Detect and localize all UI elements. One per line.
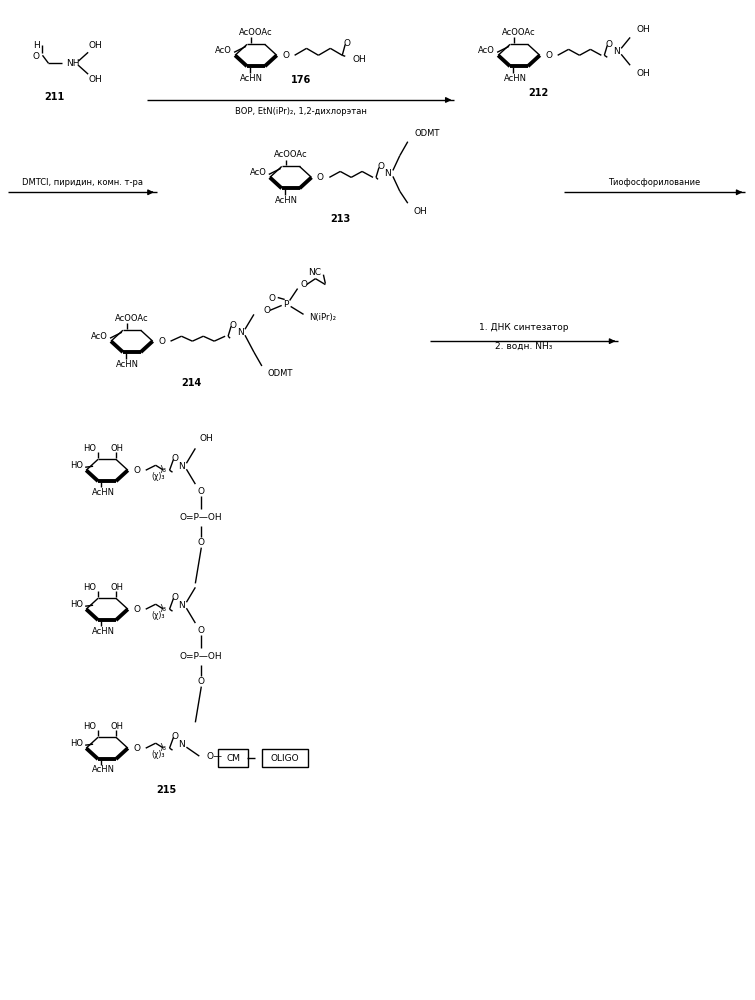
Text: O: O bbox=[171, 732, 178, 741]
Text: AcHN: AcHN bbox=[275, 196, 298, 205]
Text: AcOOAc: AcOOAc bbox=[274, 150, 307, 159]
Text: HO: HO bbox=[70, 739, 83, 748]
Text: AcHN: AcHN bbox=[240, 74, 263, 83]
Text: O: O bbox=[171, 454, 178, 463]
Text: ODMT: ODMT bbox=[414, 129, 440, 138]
Text: N: N bbox=[613, 47, 620, 56]
Text: )₃: )₃ bbox=[159, 604, 167, 613]
Text: HO: HO bbox=[83, 722, 96, 731]
Text: (χ)₃: (χ)₃ bbox=[152, 611, 165, 620]
Text: OH: OH bbox=[110, 722, 123, 731]
Text: N: N bbox=[236, 328, 243, 337]
Text: O: O bbox=[198, 626, 205, 635]
Text: N: N bbox=[178, 601, 185, 610]
Text: O: O bbox=[134, 605, 140, 614]
Text: AcOOAc: AcOOAc bbox=[239, 28, 273, 37]
Text: O: O bbox=[171, 593, 178, 602]
Text: AcO: AcO bbox=[250, 168, 267, 177]
Text: HO: HO bbox=[70, 600, 83, 609]
Text: 176: 176 bbox=[291, 75, 311, 85]
Text: O: O bbox=[317, 173, 324, 182]
Text: OH: OH bbox=[352, 55, 366, 64]
Text: O: O bbox=[545, 51, 552, 60]
Text: 2. водн. NH₃: 2. водн. NH₃ bbox=[495, 342, 553, 351]
Text: OH: OH bbox=[199, 434, 213, 443]
Text: CM: CM bbox=[226, 754, 240, 763]
Text: 215: 215 bbox=[156, 785, 177, 795]
FancyBboxPatch shape bbox=[262, 749, 307, 767]
Text: AcO: AcO bbox=[478, 46, 495, 55]
Text: 212: 212 bbox=[528, 88, 549, 98]
Text: P: P bbox=[283, 300, 288, 309]
Text: O: O bbox=[269, 294, 276, 303]
Text: AcHN: AcHN bbox=[91, 488, 115, 497]
Text: O: O bbox=[134, 466, 140, 475]
Text: HO: HO bbox=[83, 444, 96, 453]
Text: O: O bbox=[230, 321, 236, 330]
Text: BOP, EtN(іPr)₂, 1,2-дихлорэтан: BOP, EtN(іPr)₂, 1,2-дихлорэтан bbox=[235, 107, 366, 116]
Text: AcHN: AcHN bbox=[91, 627, 115, 636]
Text: O: O bbox=[158, 337, 165, 346]
Text: 1. ДНК синтезатор: 1. ДНК синтезатор bbox=[479, 323, 569, 332]
Text: 211: 211 bbox=[45, 92, 64, 102]
Text: AcHN: AcHN bbox=[504, 74, 526, 83]
Text: N: N bbox=[384, 169, 391, 178]
Text: )₃: )₃ bbox=[159, 465, 167, 474]
Text: OH: OH bbox=[88, 75, 102, 84]
Text: Тиофосфорилование: Тиофосфорилование bbox=[609, 178, 701, 187]
Text: HO: HO bbox=[70, 461, 83, 470]
Text: O=P—OH: O=P—OH bbox=[180, 652, 223, 661]
FancyBboxPatch shape bbox=[218, 749, 248, 767]
Text: NC: NC bbox=[308, 268, 322, 277]
Text: DMTCl, пиридин, комн. т-ра: DMTCl, пиридин, комн. т-ра bbox=[22, 178, 143, 187]
Text: )₃: )₃ bbox=[159, 743, 167, 752]
Text: O: O bbox=[198, 487, 205, 496]
Text: AcO: AcO bbox=[215, 46, 232, 55]
Text: O: O bbox=[300, 280, 307, 289]
Text: ODMT: ODMT bbox=[268, 369, 293, 378]
Text: O: O bbox=[344, 39, 351, 48]
Text: OH: OH bbox=[414, 207, 427, 216]
Text: (χ)₃: (χ)₃ bbox=[152, 750, 165, 759]
Text: O=P—OH: O=P—OH bbox=[180, 513, 223, 522]
Text: OH: OH bbox=[110, 444, 123, 453]
Text: (χ)₃: (χ)₃ bbox=[152, 472, 165, 481]
Text: O: O bbox=[134, 744, 140, 753]
Text: AcOOAc: AcOOAc bbox=[115, 314, 149, 323]
Text: N(іPr)₂: N(іPr)₂ bbox=[310, 313, 337, 322]
Text: N: N bbox=[178, 462, 185, 471]
Text: HO: HO bbox=[83, 583, 96, 592]
Text: AcO: AcO bbox=[91, 332, 108, 341]
Text: 214: 214 bbox=[181, 378, 202, 388]
Text: H: H bbox=[32, 41, 39, 50]
Text: O: O bbox=[32, 52, 39, 61]
Text: N: N bbox=[178, 740, 185, 749]
Text: AcOOAc: AcOOAc bbox=[502, 28, 536, 37]
Text: OH: OH bbox=[88, 41, 102, 50]
Text: O: O bbox=[198, 538, 205, 547]
Text: NH: NH bbox=[66, 59, 80, 68]
Text: O: O bbox=[263, 306, 271, 315]
Text: OLIGO: OLIGO bbox=[270, 754, 299, 763]
Text: OH: OH bbox=[636, 69, 650, 78]
Text: AcHN: AcHN bbox=[116, 360, 140, 369]
Text: 213: 213 bbox=[330, 214, 350, 224]
Text: O: O bbox=[378, 162, 384, 171]
Text: O: O bbox=[282, 51, 289, 60]
Text: O—: O— bbox=[206, 752, 222, 761]
Text: OH: OH bbox=[110, 583, 123, 592]
Text: OH: OH bbox=[636, 25, 650, 34]
Text: AcHN: AcHN bbox=[91, 765, 115, 774]
Text: O: O bbox=[606, 40, 613, 49]
Text: O: O bbox=[198, 677, 205, 686]
